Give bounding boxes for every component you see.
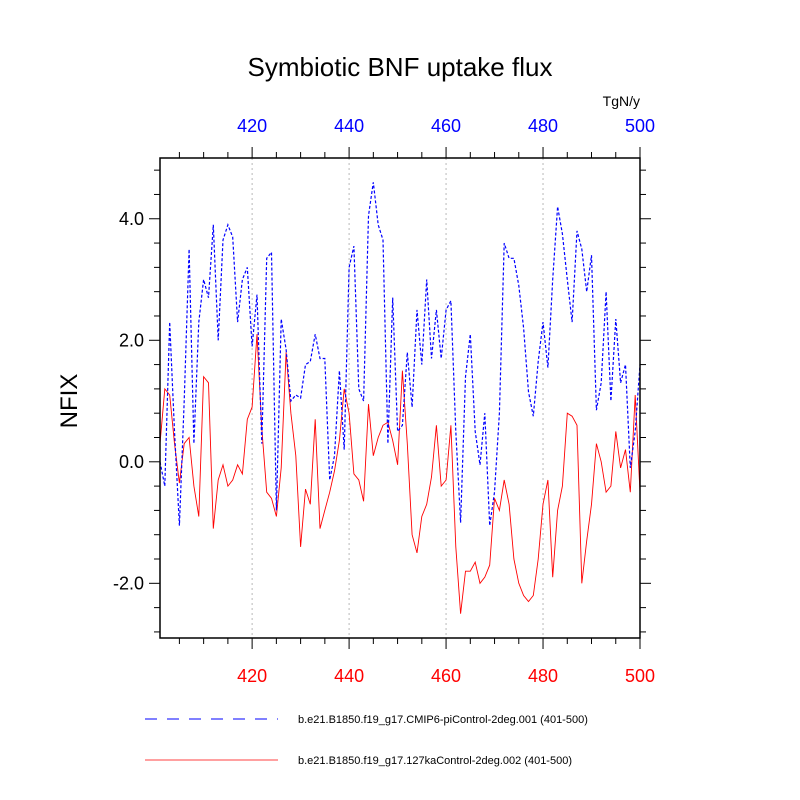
units-label: TgN/y bbox=[603, 93, 640, 109]
y-tick-label: -2.0 bbox=[113, 573, 144, 593]
legend: b.e21.B1850.f19_g17.CMIP6-piControl-2deg… bbox=[145, 714, 588, 767]
x-gridlines bbox=[251, 158, 544, 638]
x-tick-label-bottom: 460 bbox=[431, 666, 461, 686]
chart-title: Symbiotic BNF uptake flux bbox=[248, 52, 553, 82]
plot-frame bbox=[159, 157, 641, 639]
axis-ticks bbox=[149, 147, 651, 649]
y-tick-labels: -2.0 0.0 2.0 4.0 bbox=[113, 209, 144, 594]
y-tick-label: 4.0 bbox=[119, 209, 144, 229]
y-tick-label: 2.0 bbox=[119, 330, 144, 350]
series-line-1 bbox=[159, 182, 641, 526]
x-tick-label-top: 480 bbox=[528, 116, 558, 136]
bottom-x-tick-labels: 420 440 460 480 500 bbox=[237, 666, 655, 686]
series-lines bbox=[159, 182, 641, 614]
series-line-2 bbox=[159, 334, 641, 614]
x-tick-label-top: 440 bbox=[334, 116, 364, 136]
y-axis-label: NFIX bbox=[56, 374, 83, 429]
x-tick-label-bottom: 440 bbox=[334, 666, 364, 686]
x-tick-label-top: 500 bbox=[625, 116, 655, 136]
top-x-tick-labels: 420 440 460 480 500 bbox=[237, 116, 655, 136]
x-tick-label-top: 460 bbox=[431, 116, 461, 136]
x-tick-label-bottom: 420 bbox=[237, 666, 267, 686]
legend-label-series-2: b.e21.B1850.f19_g17.127kaControl-2deg.00… bbox=[298, 755, 572, 767]
y-tick-label: 0.0 bbox=[119, 452, 144, 472]
x-tick-label-bottom: 500 bbox=[625, 666, 655, 686]
legend-label-series-1: b.e21.B1850.f19_g17.CMIP6-piControl-2deg… bbox=[298, 714, 588, 726]
x-tick-label-bottom: 480 bbox=[528, 666, 558, 686]
x-tick-label-top: 420 bbox=[237, 116, 267, 136]
